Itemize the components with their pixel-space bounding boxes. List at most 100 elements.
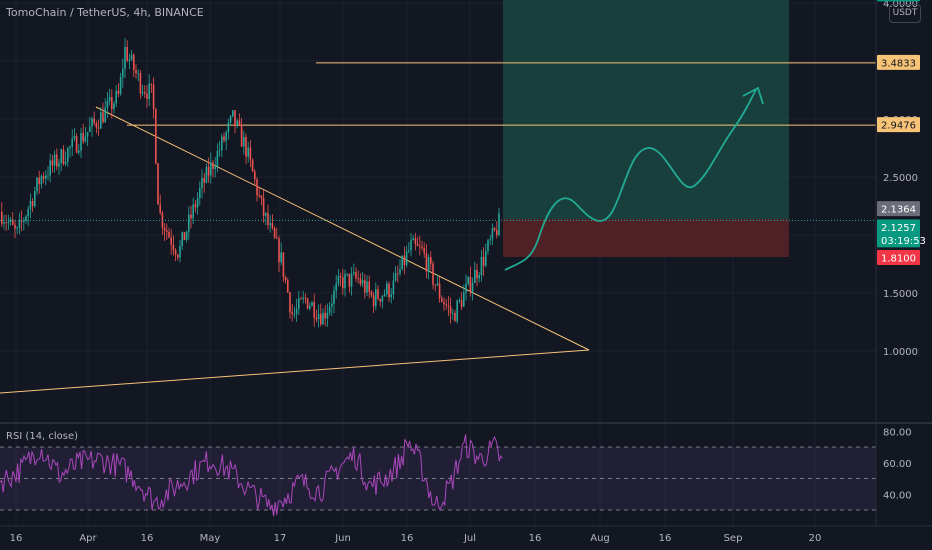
time-tick-label: 20 [809,533,822,544]
candle [456,299,458,324]
candle [51,155,54,173]
candle [489,234,491,246]
candle [273,226,276,239]
rsi-tick-label: 60.00 [883,459,912,470]
candle [73,128,76,142]
candle [223,132,225,143]
rsi-line [0,434,503,517]
candle [251,158,254,172]
candle [111,89,113,119]
candle [271,214,274,231]
candle [454,310,456,322]
candle [29,193,32,219]
time-tick-label: 16 [10,533,23,544]
candle [280,242,282,266]
time-axis[interactable]: 16 Apr 16 May 17 Jun 16 Jul 16 Aug 16 Sep 20 [10,533,822,544]
candle [124,37,126,79]
currency-unit-button[interactable]: USDT [889,4,921,23]
candle [62,145,65,166]
candle [397,265,399,283]
candle [449,297,452,324]
candle [128,53,131,69]
candle [95,120,98,134]
candle [386,280,388,298]
target-zone [503,0,789,220]
candle [339,272,342,287]
candle [82,123,84,144]
time-tick-label: Aug [590,533,610,544]
candle [425,244,428,279]
candle [331,294,333,316]
candle [130,49,133,62]
candle [247,141,249,163]
candle [467,276,469,286]
time-tick-label: 16 [141,533,154,544]
candle [344,269,346,297]
entry-price-badge: 2.1364 [877,201,920,217]
candle [337,269,340,287]
candle [469,266,472,297]
candle [421,240,423,251]
price-axis[interactable]: 4.50004.00003.50003.00002.50002.00001.50… [883,0,918,358]
candle [212,160,214,178]
candle [210,152,212,184]
candle [282,252,285,282]
candle [408,242,410,254]
candle [192,197,194,225]
candle [49,153,51,183]
candle [300,296,302,300]
candle [427,253,430,280]
candle [102,102,104,124]
candle [353,263,355,276]
price-tick-label: 1.0000 [883,347,918,358]
candle [240,117,243,147]
candle [460,292,463,310]
candle [419,235,421,256]
candle [78,144,80,156]
candle [302,290,304,304]
candle [357,270,359,284]
candle [262,189,265,223]
candle [148,74,150,107]
rsi-axis[interactable]: 80.00 60.00 40.00 [883,427,912,501]
candle [416,236,419,247]
candle [93,111,95,126]
candle [436,274,439,287]
candle [205,163,208,184]
candle [75,133,78,154]
candle [207,157,210,183]
candle [194,200,197,213]
candle [97,119,100,136]
candle [265,212,267,226]
candle [476,263,478,287]
candle [366,275,368,296]
triangle-lower-line [0,349,590,394]
candle [69,145,71,158]
candle [306,297,309,310]
candle [229,115,232,126]
svg-text:1.8100: 1.8100 [881,254,916,265]
candle [324,304,326,327]
candle [201,169,203,199]
candle [412,235,414,241]
candle [9,216,12,226]
candle [146,85,148,108]
candle [7,214,10,230]
candle [423,242,425,258]
candle [221,133,223,158]
candle [203,172,205,193]
candle [320,303,322,327]
candle [188,206,190,240]
candle [311,300,313,307]
candle [67,146,69,167]
candle [465,274,467,301]
candle [84,127,87,143]
candle [295,298,298,322]
candle [485,243,487,268]
candle [225,130,227,151]
candle [390,288,392,304]
candle [313,293,315,327]
rsi-levels [0,446,876,511]
svg-text:3.4833: 3.4833 [881,58,916,69]
